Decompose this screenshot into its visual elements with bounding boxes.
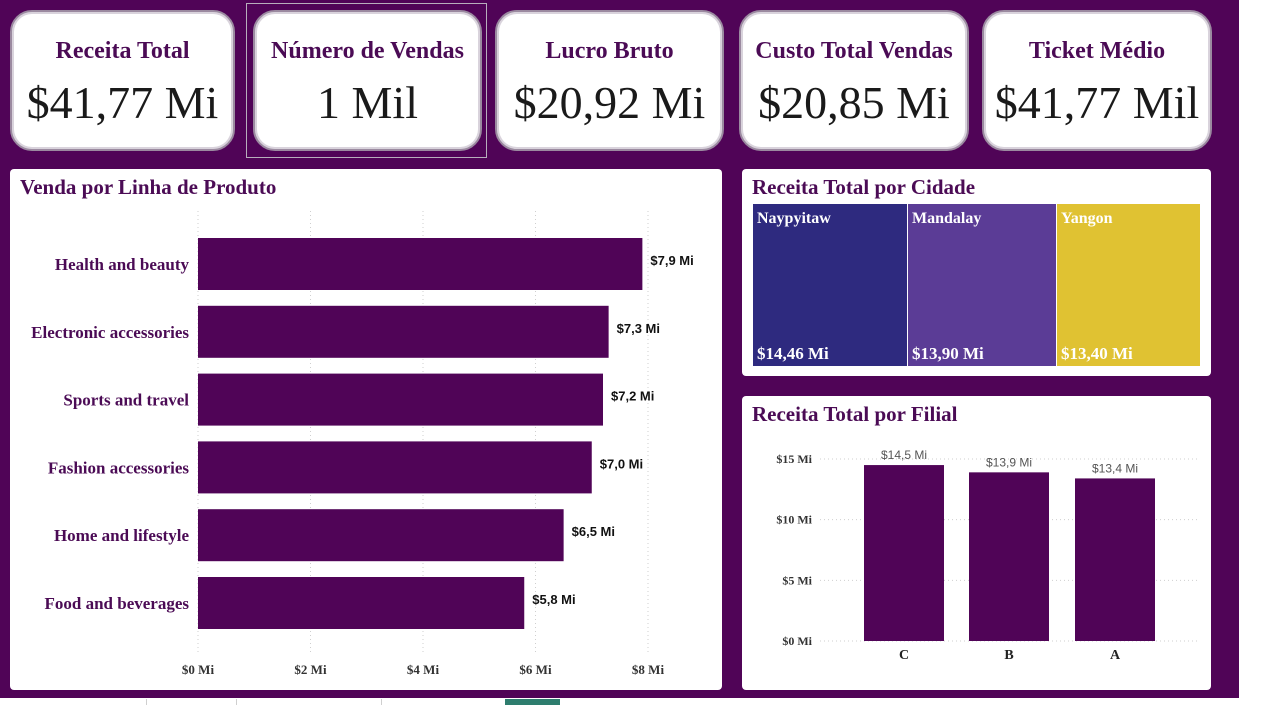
selection-frame: [246, 3, 487, 158]
branch-bar: [864, 465, 944, 641]
branch-category-label: B: [1004, 648, 1013, 663]
bar-value-label: $13,9 Mi: [986, 455, 1032, 469]
bar-value-label: $14,5 Mi: [881, 448, 927, 462]
branch-bar: [1075, 478, 1155, 641]
kpi-card-custo-total-vendas[interactable]: Custo Total Vendas $20,85 Mi: [739, 10, 969, 151]
tile-label: Mandalay: [912, 210, 982, 227]
branch-category-label: A: [1110, 648, 1121, 663]
panel-title: Receita Total por Cidade: [752, 175, 976, 199]
kpi-card-ticket-medio[interactable]: Ticket Médio $41,77 Mil: [982, 10, 1212, 151]
x-tick-label: $6 Mi: [519, 662, 552, 677]
kpi-value: $20,92 Mi: [513, 77, 706, 128]
product-category-label: Food and beverages: [45, 594, 190, 613]
tile-value: $13,40 Mi: [1061, 344, 1133, 363]
product-line-bar-chart: $0 Mi $2 Mi $4 Mi $6 Mi $8 Mi Health and beau…: [31, 211, 694, 677]
kpi-card-numero-vendas[interactable]: Número de Vendas 1 Mil: [253, 10, 482, 151]
branch-category-label: C: [899, 648, 909, 663]
treemap-tile-yangon[interactable]: Yangon $13,40 Mi: [1057, 204, 1200, 366]
x-tick-label: $2 Mi: [294, 662, 327, 677]
page-tab-strip: [0, 698, 1269, 705]
kpi-value: $41,77 Mil: [994, 77, 1200, 128]
panel-title: Receita Total por Filial: [752, 402, 958, 426]
branch-chart-panel[interactable]: Receita Total por Filial $0 Mi $5 Mi $10 M…: [742, 396, 1211, 690]
bar-value-label: $6,5 Mi: [572, 524, 615, 539]
product-bar: [198, 305, 609, 358]
panel-title: Venda por Linha de Produto: [20, 175, 277, 199]
y-tick-label: $0 Mi: [782, 634, 812, 648]
bar-value-label: $7,2 Mi: [611, 389, 654, 404]
kpi-value: 1 Mil: [317, 77, 418, 128]
product-bar: [198, 373, 603, 426]
x-tick-label: $8 Mi: [632, 662, 665, 677]
kpi-title: Custo Total Vendas: [755, 38, 953, 64]
x-tick-label: $4 Mi: [407, 662, 440, 677]
tile-value: $13,90 Mi: [912, 344, 984, 363]
product-bar: [198, 509, 564, 562]
bar-value-label: $7,3 Mi: [617, 321, 660, 336]
x-tick-label: $0 Mi: [182, 662, 215, 677]
kpi-value: $20,85 Mi: [758, 77, 950, 128]
tab-separator: [146, 699, 147, 705]
dashboard-canvas: Receita Total $41,77 Mi Número de Vendas…: [0, 0, 1239, 698]
treemap-tile-mandalay[interactable]: Mandalay $13,90 Mi: [908, 204, 1056, 366]
kpi-card-lucro-bruto[interactable]: Lucro Bruto $20,92 Mi: [495, 10, 724, 151]
product-category-label: Sports and travel: [63, 391, 189, 410]
bar-value-label: $7,9 Mi: [650, 253, 693, 268]
product-bar: [198, 441, 592, 494]
tile-label: Naypyitaw: [757, 210, 831, 227]
y-tick-label: $5 Mi: [782, 573, 812, 587]
treemap-tile-naypyitaw[interactable]: Naypyitaw $14,46 Mi: [753, 204, 907, 366]
branch-bar-chart: $0 Mi $5 Mi $10 Mi $15 Mi $14,5 Mi C $13,9 Mi B…: [776, 448, 1200, 663]
bar-value-label: $7,0 Mi: [600, 456, 643, 471]
product-bar: [198, 577, 525, 629]
tile-value: $14,46 Mi: [757, 344, 829, 363]
tab-separator: [381, 699, 382, 705]
product-category-label: Fashion accessories: [48, 458, 190, 477]
y-tick-label: $10 Mi: [776, 513, 812, 527]
bar-value-label: $13,4 Mi: [1092, 461, 1138, 475]
bar-value-label: $5,8 Mi: [532, 592, 575, 607]
kpi-title: Ticket Médio: [1028, 38, 1166, 64]
kpi-title: Receita Total: [55, 38, 190, 64]
city-treemap-panel[interactable]: Receita Total por Cidade Naypyitaw $14,4…: [742, 169, 1211, 376]
product-category-label: Home and lifestyle: [54, 526, 189, 545]
kpi-title: Número de Vendas: [271, 38, 464, 64]
kpi-value: $41,77 Mi: [26, 77, 219, 128]
product-category-label: Health and beauty: [55, 255, 190, 274]
active-page-tab[interactable]: [505, 699, 560, 705]
kpi-title: Lucro Bruto: [545, 38, 674, 64]
product-category-label: Electronic accessories: [31, 323, 189, 342]
tile-label: Yangon: [1061, 210, 1113, 227]
y-tick-label: $15 Mi: [776, 452, 812, 466]
branch-bar: [969, 472, 1049, 641]
product-bar: [198, 238, 643, 290]
product-line-chart-panel[interactable]: Venda por Linha de Produto $0 Mi $2 Mi $4 …: [10, 169, 722, 690]
kpi-card-receita-total[interactable]: Receita Total $41,77 Mi: [10, 10, 235, 151]
tab-separator: [236, 699, 237, 705]
